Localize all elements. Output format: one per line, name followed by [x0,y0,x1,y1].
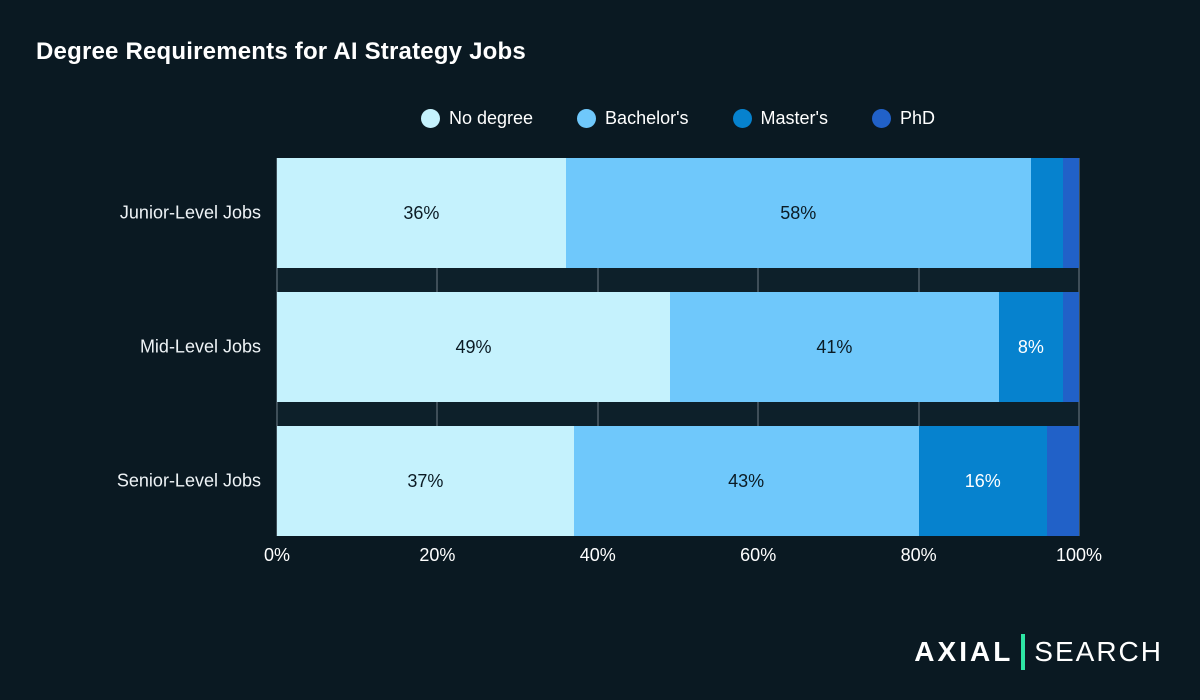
axis-tick-label: 60% [740,545,777,565]
bar-segment-master-s: 8% [998,292,1063,402]
axis-tick-label: 100% [1055,545,1103,565]
segment-value: 41% [816,336,853,357]
axis-tick-label: 0% [263,545,291,565]
plot-area: Junior-Level Jobs 36% 58% Mid-Level Jobs 49%… [117,158,1080,536]
bar-rows: Junior-Level Jobs 36% 58% Mid-Level Jobs 49%… [117,158,1079,536]
legend-swatch-icon [577,109,597,128]
bar-segment-master-s: 16% [918,426,1047,536]
brand-logo: AXIAL SEARCH [914,634,1163,670]
legend-label: Bachelor's [605,108,689,128]
segment-value: 37% [407,470,444,491]
bar-segment-no-degree: 49% [277,292,670,402]
category-label: Senior-Level Jobs [116,470,261,491]
brand-name-axial: AXIAL [914,636,1014,667]
segment-value: 58% [780,202,817,223]
axis-tick-label: 40% [579,545,616,565]
bar-track: 36% 58% [277,158,1079,268]
legend-label: PhD [899,108,935,128]
legend-swatch-icon [420,109,440,128]
page-title: Degree Requirements for AI Strategy Jobs [36,38,526,65]
segment-value: 36% [403,202,440,223]
legend-item-bachelor-s: Bachelor's [577,108,689,129]
category-label: Junior-Level Jobs [119,202,261,223]
bar-row-mid-level-jobs: Mid-Level Jobs 49% 41% 8% [140,292,1079,402]
bar-segment-phd [1046,426,1079,536]
brand-name-search: SEARCH [1034,636,1163,667]
bar-row-senior-level-jobs: Senior-Level Jobs 37% 43% 16% [117,426,1079,536]
legend-label: Master's [760,108,828,128]
bar-segment-bachelor-s: 58% [565,158,1031,268]
bar-row-junior-level-jobs: Junior-Level Jobs 36% 58% [120,158,1079,268]
gridline [1078,158,1080,536]
bar-segment-no-degree: 37% [277,426,574,536]
brand-divider [1021,634,1026,670]
bar-segment-phd [1062,158,1079,268]
legend: No degree Bachelor's Master's PhD [277,108,1079,129]
category-label: Mid-Level Jobs [139,336,261,357]
legend-swatch-icon [732,109,752,128]
legend-item-no-degree: No degree [420,108,534,129]
bar-track: 49% 41% 8% [277,292,1079,402]
legend-label: No degree [448,108,534,128]
x-axis: 0% 20% 40% 60% 80% 100% [264,545,1102,569]
segment-value: 49% [455,336,492,357]
axis-tick-label: 80% [900,545,937,565]
legend-swatch-icon [871,109,891,128]
bar-segment-bachelor-s: 43% [573,426,919,536]
legend-item-master-s: Master's [732,108,828,129]
bar-segment-bachelor-s: 41% [669,292,999,402]
bar-segment-master-s [1030,158,1063,268]
segment-value: 16% [964,470,1001,491]
segment-value: 8% [1017,336,1044,357]
bar-track: 37% 43% 16% [277,426,1079,536]
bar-segment-no-degree: 36% [277,158,566,268]
segment-value: 43% [728,470,765,491]
bar-segment-phd [1062,292,1079,402]
legend-item-phd: PhD [871,108,935,129]
axis-tick-label: 20% [419,545,456,565]
